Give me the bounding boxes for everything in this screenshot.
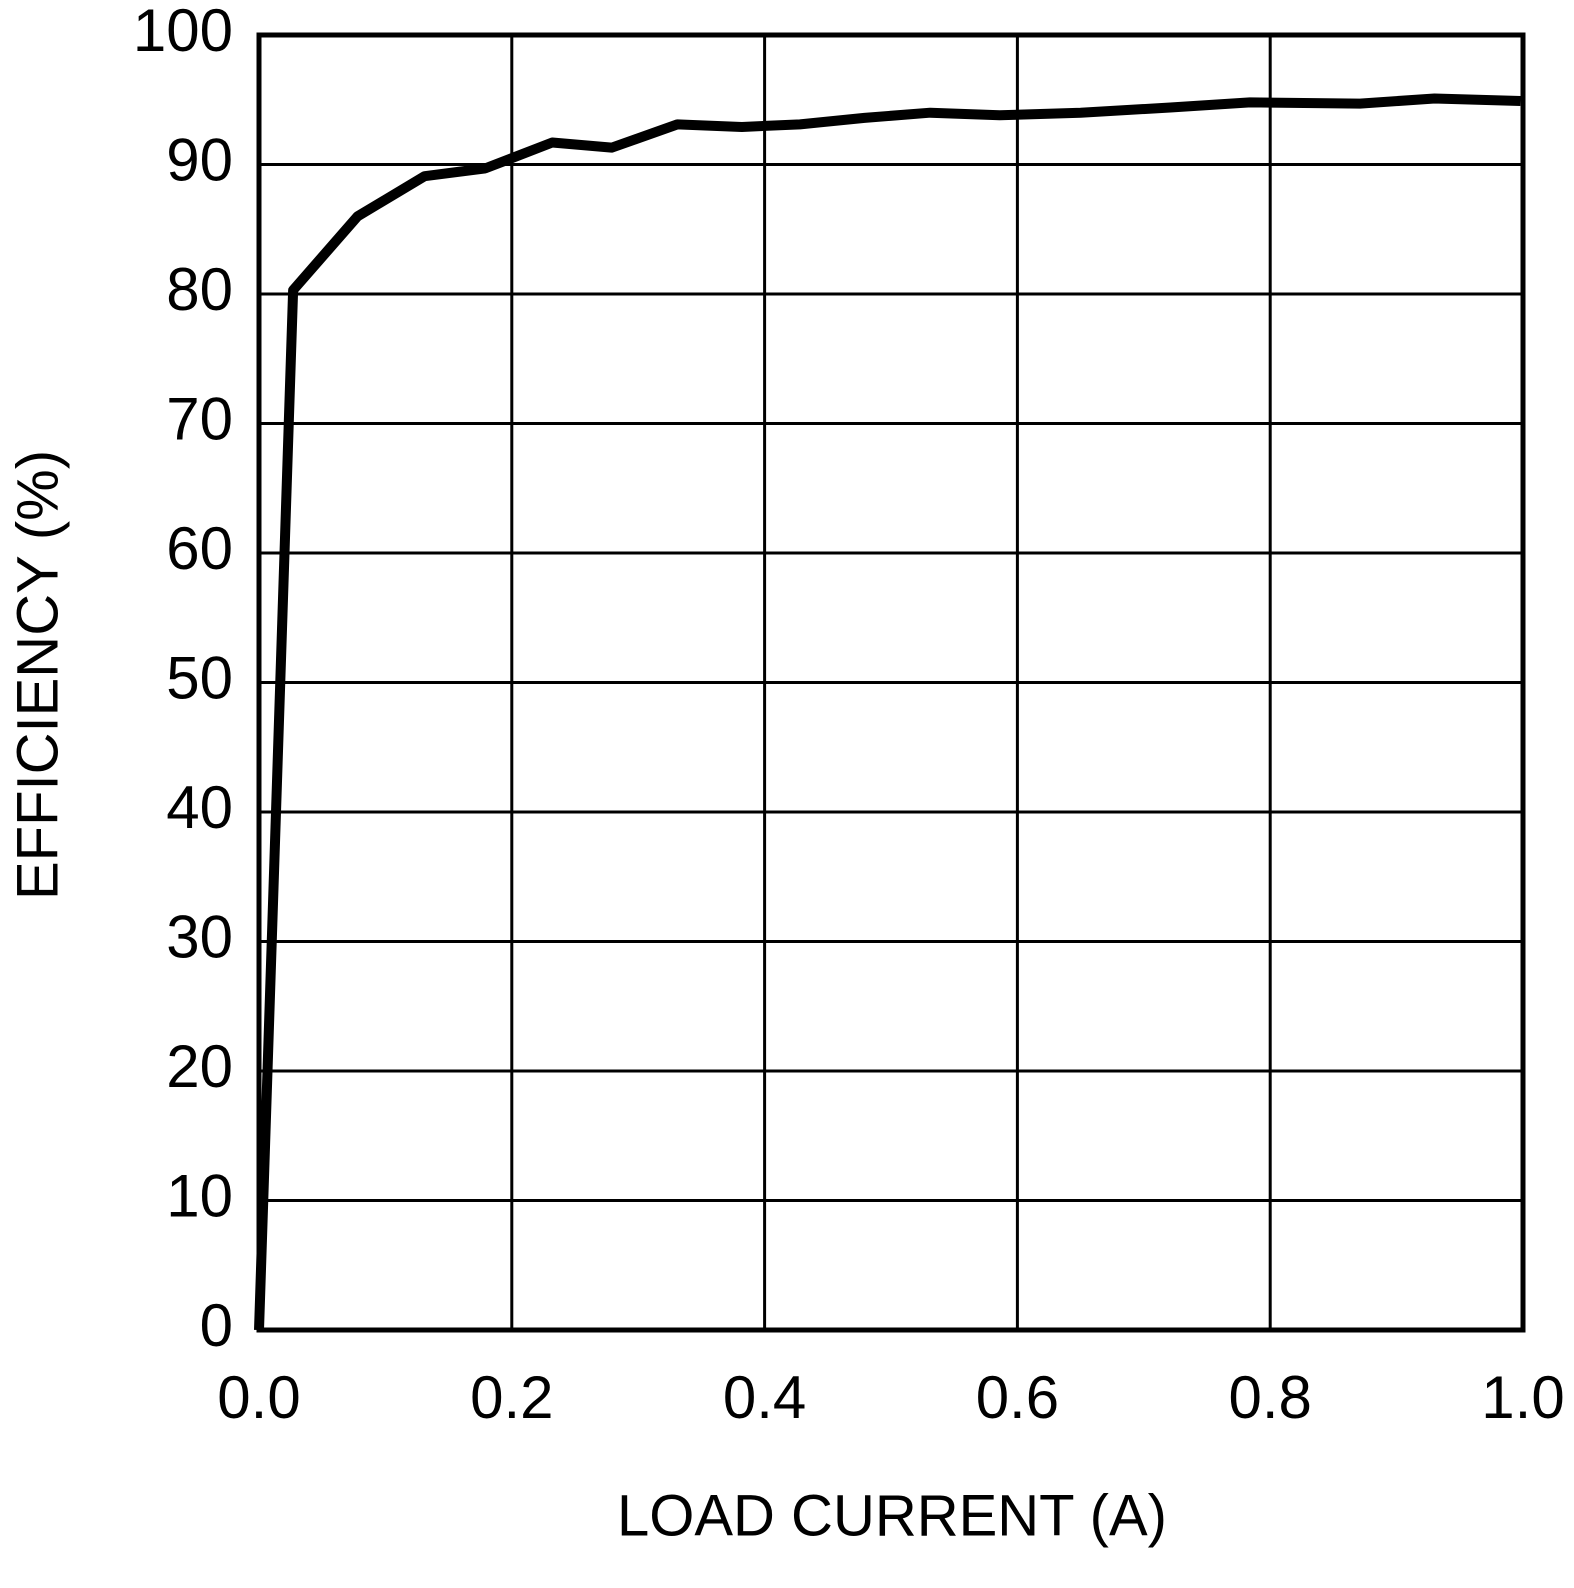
y-tick-label: 70 [166, 385, 233, 452]
x-tick-label: 0.2 [470, 1364, 553, 1431]
y-tick-label: 60 [166, 515, 233, 582]
y-tick-label: 30 [166, 903, 233, 970]
y-tick-label: 100 [133, 0, 233, 64]
x-tick-label: 0.4 [723, 1364, 806, 1431]
plot-frame [256, 32, 1526, 1333]
x-axis-label: LOAD CURRENT (A) [617, 1483, 1167, 1548]
y-tick-label: 20 [166, 1033, 233, 1100]
y-tick-label: 90 [166, 126, 233, 193]
data-line [254, 93, 1521, 1331]
x-tick-label: 1.0 [1481, 1364, 1564, 1431]
x-tick-label: 0.8 [1228, 1364, 1311, 1431]
y-tick-label: 0 [200, 1292, 233, 1359]
x-tick-label: 0.6 [976, 1364, 1059, 1431]
y-tick-label: 50 [166, 644, 233, 711]
x-tick-label: 0.0 [217, 1364, 300, 1431]
y-axis-label: EFFICIENCY (%) [5, 450, 70, 900]
y-tick-label: 10 [166, 1162, 233, 1229]
y-tick-label: 40 [166, 774, 233, 841]
y-tick-label: 80 [166, 256, 233, 323]
